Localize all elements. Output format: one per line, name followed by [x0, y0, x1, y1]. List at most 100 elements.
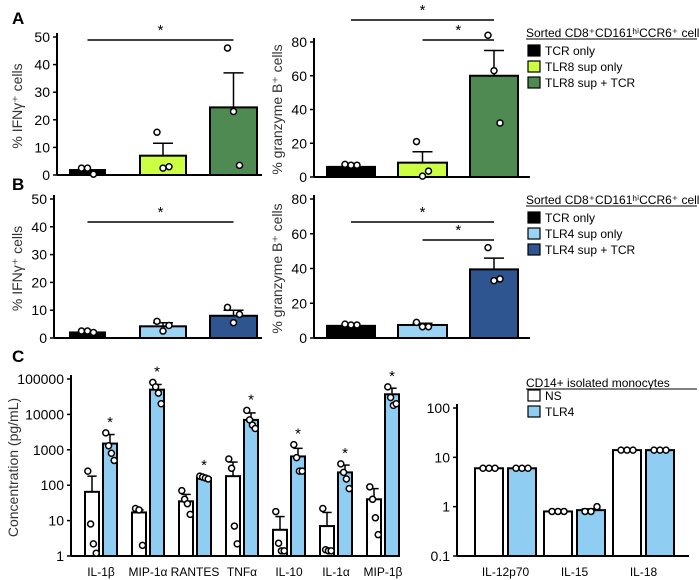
- data-point: [341, 320, 349, 328]
- y-tick-label: 0: [42, 167, 50, 183]
- panel-label-B: B: [12, 175, 24, 194]
- y-tick-label: 60: [291, 68, 307, 84]
- legend-title: CD14+ isolated monocytes: [526, 376, 670, 390]
- data-point: [235, 161, 244, 170]
- significance-star: *: [154, 363, 160, 380]
- data-point: [485, 464, 493, 473]
- data-point: [230, 522, 239, 530]
- legend-swatch: [527, 405, 541, 418]
- significance-star: *: [158, 22, 164, 39]
- category-label: MIP-1β: [364, 565, 403, 579]
- y-axis-label: % IFNγ⁺ cells: [9, 226, 25, 311]
- y-tick-label: 10: [31, 302, 47, 318]
- y-tick-label: 1000: [33, 442, 64, 458]
- significance-star: *: [455, 222, 461, 239]
- data-point: [479, 464, 487, 473]
- y-tick-label: 0: [39, 330, 47, 346]
- data-point: [623, 446, 631, 454]
- bar-ns: [178, 500, 194, 558]
- y-tick-label: 1: [442, 499, 450, 515]
- data-point: [227, 464, 236, 473]
- bar-2: [469, 74, 519, 178]
- y-axis-label: % IFNγ⁺ cells: [9, 63, 25, 148]
- y-tick-label: 30: [34, 84, 50, 100]
- legend-swatch: [527, 389, 541, 402]
- data-point: [107, 449, 116, 457]
- data-point: [581, 507, 589, 516]
- data-point: [138, 541, 147, 550]
- category-label: IL-1α: [322, 565, 350, 579]
- data-point: [512, 464, 520, 473]
- data-point: [662, 446, 670, 454]
- legend-title: Sorted CD8⁺CD161ʰⁱCCR6⁺ cells: [526, 26, 699, 40]
- data-point: [153, 128, 161, 136]
- data-point: [524, 464, 532, 473]
- y-tick-label: 20: [34, 112, 50, 128]
- data-point: [490, 276, 498, 285]
- y-axis-label: % granzyme B⁺ cells: [269, 203, 285, 333]
- legend-swatch: [527, 211, 541, 224]
- data-point: [280, 547, 288, 555]
- y-tick-label: 10000: [25, 406, 64, 422]
- data-point: [484, 31, 492, 39]
- data-point: [617, 446, 625, 454]
- y-axis-label: % granzyme B⁺ cells: [269, 44, 285, 174]
- data-point: [392, 399, 400, 408]
- legend-item-label: TCR only: [545, 211, 595, 225]
- data-point: [650, 446, 658, 454]
- data-point: [223, 44, 232, 52]
- category-label: IL-1β: [87, 565, 115, 579]
- y-tick-label: 50: [34, 29, 50, 45]
- y-axis-label: Concentration (pg/mL): [5, 398, 21, 537]
- data-point: [366, 483, 374, 491]
- data-point: [347, 321, 355, 329]
- data-point: [102, 429, 110, 437]
- data-point: [298, 467, 306, 475]
- y-tick-label: 40: [291, 102, 307, 118]
- bar-ns: [225, 475, 241, 558]
- data-point: [629, 446, 637, 454]
- significance-star: *: [201, 457, 207, 474]
- data-point: [204, 475, 212, 483]
- data-point: [292, 453, 301, 462]
- legend-item-label: TLR4 sup only: [545, 227, 622, 241]
- data-point: [178, 486, 186, 495]
- panel-label-C: C: [12, 347, 24, 366]
- category-label: MIP-1α: [129, 565, 168, 579]
- data-point: [319, 504, 327, 513]
- data-point: [92, 549, 100, 557]
- bar-tlr4: [243, 418, 259, 557]
- data-point: [84, 467, 92, 475]
- bar-ns: [366, 498, 382, 558]
- data-point: [225, 455, 233, 463]
- data-point: [135, 506, 143, 514]
- y-tick-label: 60: [291, 226, 307, 242]
- legend-swatch: [527, 243, 541, 256]
- significance-star: *: [158, 204, 164, 221]
- data-point: [424, 322, 433, 331]
- y-tick-label: 10: [34, 139, 50, 155]
- y-tick-label: 100: [427, 400, 451, 416]
- data-point: [165, 162, 173, 171]
- data-point: [159, 327, 167, 335]
- legend-item-label: TCR only: [545, 44, 595, 58]
- significance-star: *: [107, 414, 113, 431]
- data-point: [353, 161, 361, 169]
- data-point: [345, 484, 353, 493]
- data-point: [153, 317, 161, 326]
- y-tick-label: 50: [31, 191, 47, 207]
- legend-swatch: [527, 227, 541, 240]
- y-tick-label: 30: [31, 247, 47, 263]
- data-point: [337, 460, 345, 468]
- significance-star: *: [455, 22, 461, 39]
- data-point: [424, 167, 433, 175]
- data-point: [159, 164, 167, 172]
- data-point: [274, 539, 283, 547]
- significance-star: *: [342, 445, 348, 462]
- y-tick-label: 20: [291, 135, 307, 151]
- legend-item-label: TLR4: [545, 405, 575, 419]
- data-point: [110, 456, 118, 465]
- data-point: [342, 475, 351, 483]
- bar-tlr4: [645, 449, 675, 558]
- data-point: [229, 107, 238, 116]
